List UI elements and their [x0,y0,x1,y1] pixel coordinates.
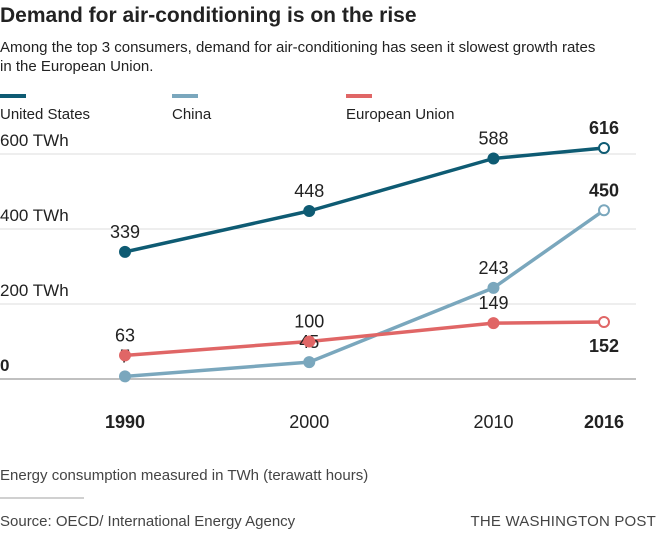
data-point [119,370,131,383]
data-point [487,317,500,330]
x-tick-label: 1990 [105,412,145,432]
data-label: 152 [589,336,619,356]
data-point [598,316,610,328]
data-label: 149 [478,293,508,313]
y-tick-label: 0 [0,356,9,375]
data-point [598,204,610,217]
legend-label: United States [0,106,90,123]
divider [0,497,84,499]
data-label: 448 [294,181,324,201]
data-point [119,245,131,258]
data-point [487,281,500,294]
x-tick-label: 2010 [473,412,513,432]
data-point [303,335,316,348]
y-tick-label: 200 TWh [0,281,69,300]
data-point [598,142,610,154]
publisher-logo: THE WASHINGTON POST [470,513,656,530]
series-line [124,146,605,254]
series-line [124,208,606,379]
data-point [303,356,316,369]
units-note: Energy consumption measured in TWh (tera… [0,467,369,484]
chart-title: Demand for air-conditioning is on the ri… [0,4,417,27]
data-label: 243 [478,258,508,278]
data-label: 100 [294,312,324,332]
source-credit: Source: OECD/ International Energy Agenc… [0,513,296,530]
data-point [119,349,131,362]
data-label: 450 [589,180,619,200]
y-tick-label: 400 TWh [0,206,69,225]
data-label: 616 [589,118,619,138]
x-tick-label: 2016 [584,412,624,432]
y-tick-label: 600 TWh [0,131,69,150]
data-point [303,205,316,217]
data-label: 588 [478,129,508,149]
chart-subtitle: Among the top 3 consumers, demand for ai… [0,39,596,75]
legend-label: China [172,106,212,123]
data-label: 339 [110,222,140,242]
data-label: 63 [115,325,135,345]
data-point [487,152,500,165]
x-tick-label: 2000 [289,412,329,432]
line-chart: 0 200 TWh 400 TWh 600 TWh 1990 2000 2010 2016 Un… [0,94,636,432]
legend-label: European Union [346,106,454,123]
series-line [124,320,605,358]
